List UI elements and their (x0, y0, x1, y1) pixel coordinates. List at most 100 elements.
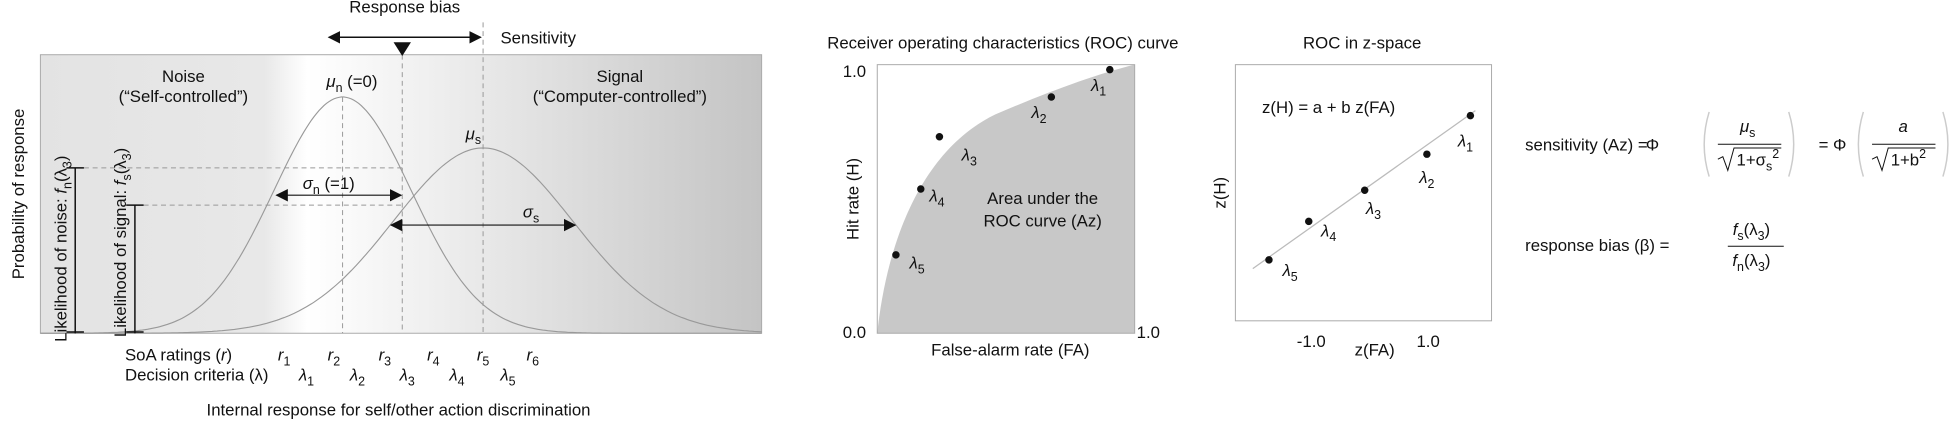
x-axis-label: Internal response for self/other action … (207, 400, 591, 419)
formula-root: 1+b2 (1891, 147, 1926, 169)
text-part: λ (349, 366, 358, 385)
text-part: 5 (509, 374, 516, 388)
likelihood-noise-label: Likelihood of noise: fn(λ3) (52, 156, 75, 342)
likelihood-signal-label: Likelihood of signal: fs(λ3) (111, 148, 134, 337)
signal-curve (40, 147, 762, 334)
text-part: 3 (60, 161, 74, 168)
roc-point (917, 185, 925, 193)
area-label: Area under the (987, 189, 1098, 208)
text-part: λ (1365, 199, 1374, 218)
text-part: σ (523, 203, 534, 222)
text-part: λ (448, 366, 457, 385)
formula-brackets (1703, 111, 1949, 177)
sigma-s-label: σs (523, 203, 539, 226)
roc-point (935, 133, 944, 141)
text-part: 1 (1099, 85, 1106, 99)
sigma-n-label: σn (=1) (303, 174, 355, 197)
text-part: (λ (52, 167, 71, 182)
text-part: 3 (384, 355, 391, 369)
text-part: λ (499, 366, 508, 385)
text-part: λ (399, 366, 408, 385)
point-label: λ2 (1418, 168, 1434, 191)
noise-subtitle: (“Self-controlled”) (119, 87, 248, 106)
text-part: ) (52, 156, 71, 162)
roc-area (877, 64, 1135, 334)
point-label: λ1 (1457, 132, 1473, 155)
point-label: λ1 (1090, 76, 1106, 99)
z-point (1305, 217, 1313, 226)
text-part: (=0) (343, 72, 378, 91)
mu-s-label: μs (465, 124, 481, 147)
text-part: λ (1320, 221, 1329, 240)
text-part: μ (1739, 117, 1749, 136)
text-part: 2 (1772, 147, 1779, 161)
text-part: f (111, 178, 130, 185)
rating-label: r3 (379, 346, 392, 369)
point-label: λ5 (1282, 261, 1298, 284)
text-part: n (336, 81, 343, 95)
sensitivity-label: Sensitivity (500, 29, 576, 48)
text-part: 3 (1758, 260, 1765, 274)
text-part: 6 (532, 355, 539, 369)
z-point (1360, 186, 1369, 194)
text-part: μ (325, 72, 335, 91)
text-part: f (1732, 251, 1739, 270)
ratings-label: SoA ratings (r) (125, 346, 232, 365)
point-label: λ3 (1365, 199, 1381, 222)
text-part: 2 (1040, 112, 1047, 126)
text-part: λ (1418, 168, 1427, 187)
text-part: λ (1457, 132, 1466, 151)
text-part: r (427, 346, 434, 365)
noise-title: Noise (162, 67, 205, 86)
text-part: s (1749, 126, 1755, 140)
point-label: λ4 (1320, 221, 1336, 244)
text-part: λ (298, 366, 307, 385)
point-label: λ4 (928, 186, 944, 209)
noise-curve (40, 96, 762, 334)
text-part: 4 (433, 355, 440, 369)
criteria-label: Decision criteria (λ) (125, 366, 268, 385)
text-part: 1+b (1891, 150, 1919, 169)
text-part: 3 (1758, 229, 1765, 243)
roc-point (1106, 65, 1114, 74)
panel-c-frame (1234, 64, 1493, 322)
text-part: 3 (1374, 208, 1381, 222)
panel-b-frame (876, 64, 1136, 334)
text-part: 4 (938, 195, 945, 209)
criterion-marker (393, 42, 411, 56)
text-part: μ (465, 124, 475, 143)
mu-n-label: μn (=0) (325, 72, 377, 95)
text-part: ) (111, 148, 130, 154)
bias-numerator: fs(λ3) (1733, 220, 1770, 243)
text-part: n (1737, 260, 1744, 274)
criterion-label: λ5 (499, 366, 515, 389)
text-part: r (278, 346, 285, 365)
z-point (1466, 111, 1475, 120)
text-part: 1 (307, 374, 314, 388)
equals-phi: = Φ (1819, 135, 1847, 154)
formula-a: a (1898, 117, 1907, 136)
text-part: 4 (458, 374, 465, 388)
text-part: (λ (1744, 251, 1759, 270)
formula-root: 1+σs2 (1737, 147, 1780, 173)
text-part: n (60, 182, 74, 189)
x-axis-label: z(FA) (1355, 341, 1395, 360)
text-part: 4 (1329, 230, 1336, 244)
text-part: σ (303, 174, 314, 193)
text-part: λ (1282, 261, 1291, 280)
text-part: 2 (358, 374, 365, 388)
text-part: r (379, 346, 386, 365)
text-part: s (1766, 159, 1772, 173)
panel-c-title: ROC in z-space (1303, 33, 1421, 52)
criterion-label: λ3 (399, 366, 415, 389)
text-part: λ (908, 254, 917, 273)
text-part: 1+σ (1737, 150, 1767, 169)
z-point (1423, 150, 1431, 158)
text-part: 5 (918, 263, 925, 277)
point-label: λ2 (1030, 103, 1046, 126)
roc-point (892, 251, 900, 259)
x-max-label: 1.0 (1137, 323, 1160, 342)
text-part: (λ (1744, 220, 1759, 239)
text-part: ) (227, 346, 233, 365)
